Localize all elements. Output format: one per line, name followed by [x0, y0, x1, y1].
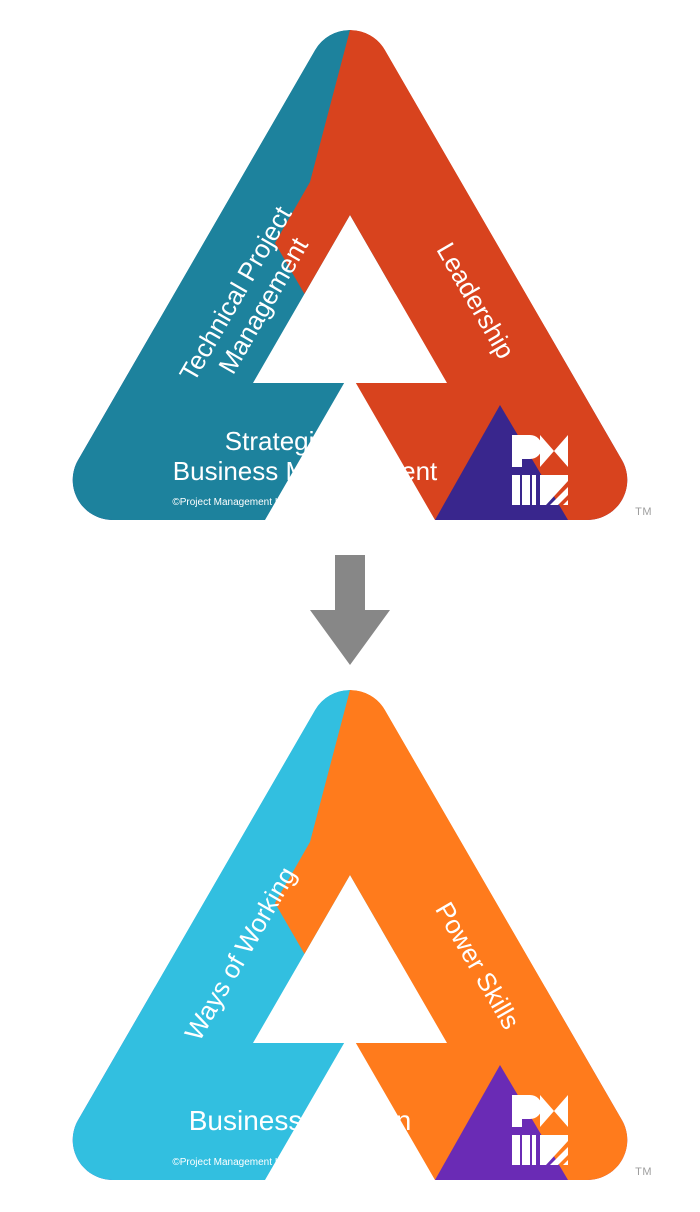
copyright-text: ©Project Management Institute. All right… — [172, 497, 397, 508]
svg-text:Business Acumen: Business Acumen — [189, 1105, 412, 1136]
label-bottom-line1: Business Acumen — [189, 1105, 412, 1136]
triangle-svg-new: Ways of Working Power Skills Business Ac… — [70, 690, 630, 1190]
label-bottom: Business Acumen — [189, 1105, 412, 1136]
talent-triangle-new: Ways of Working Power Skills Business Ac… — [70, 690, 630, 1190]
page-root: Technical Project Management Leadership … — [0, 0, 700, 1212]
talent-triangle-old: Technical Project Management Leadership … — [70, 30, 630, 530]
label-bottom-line2: Business Management — [173, 456, 438, 486]
triangle-svg-old: Technical Project Management Leadership … — [70, 30, 630, 530]
transition-arrow-icon — [310, 555, 390, 670]
trademark-label: TM — [635, 506, 652, 518]
copyright-text: ©Project Management Institute. All right… — [172, 1157, 397, 1168]
trademark-label: TM — [635, 1166, 652, 1178]
label-bottom-line1: Strategic and — [225, 426, 378, 456]
